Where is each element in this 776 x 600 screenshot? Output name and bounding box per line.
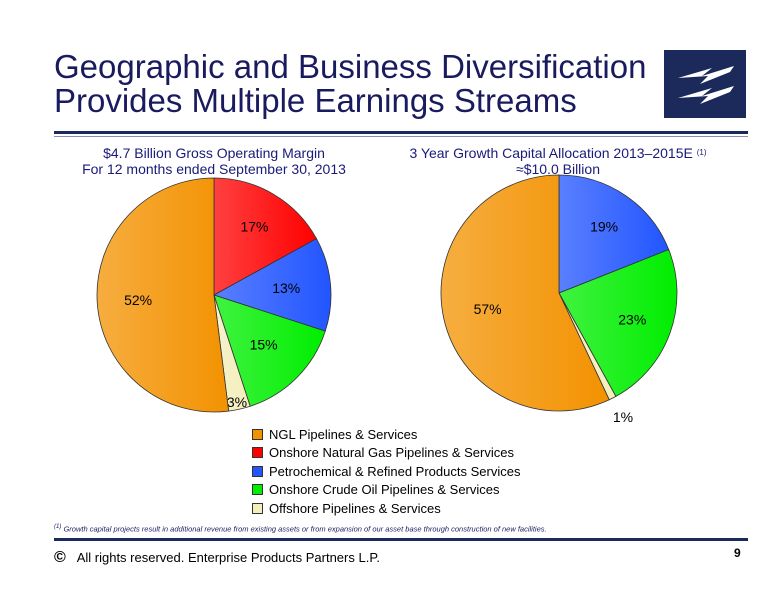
legend-item-petrochemical: Petrochemical & Refined Products Service… (252, 462, 520, 481)
legend-swatch (252, 502, 263, 514)
legend-swatch (252, 428, 263, 440)
left-chart-title-line-2: For 12 months ended September 30, 2013 (82, 161, 346, 177)
pie-slice-onshore-natural-gas-pipelines-services (213, 177, 318, 296)
legend-label: Petrochemical & Refined Products Service… (269, 463, 521, 479)
footnote-text: Growth capital projects result in additi… (63, 524, 547, 534)
legend-item-ngl: NGL Pipelines & Services (252, 425, 520, 444)
legend-item-natural-gas: Onshore Natural Gas Pipelines & Services (252, 444, 520, 463)
pie-slice-petrochemical-refined-products-services (558, 174, 670, 294)
pie-data-label: 15% (250, 337, 278, 353)
pie-slice-onshore-crude-oil-pipelines-services (558, 249, 678, 397)
pie-data-label: 23% (618, 311, 646, 327)
pie-slice-ngl-pipelines-services (440, 174, 610, 412)
pie-slice-petrochemical-refined-products-services (212, 238, 332, 332)
legend-label: NGL Pipelines & Services (269, 426, 418, 442)
slide-title: Geographic and Business Diversification … (54, 50, 654, 118)
company-logo (664, 50, 746, 118)
title-rule-thin (54, 136, 748, 137)
right-chart-title-line-2: ≈$10.0 Billion (516, 161, 600, 177)
footer-rule (54, 538, 748, 541)
right-chart-title: 3 Year Growth Capital Allocation 2013–20… (392, 145, 724, 177)
footer: © All rights reserved. Enterprise Produc… (54, 549, 380, 567)
title-line-2: Provides Multiple Earnings Streams (54, 82, 577, 119)
pie-slice-ngl-pipelines-services (96, 177, 230, 413)
title-rule (54, 131, 748, 134)
pie-data-label: 17% (240, 219, 268, 235)
right-chart-title-footnote-mark: (1) (696, 148, 707, 157)
legend-label: Onshore Natural Gas Pipelines & Services (269, 445, 514, 461)
pie-data-label: 19% (590, 219, 618, 235)
legend-swatch (252, 447, 263, 459)
title-line-1: Geographic and Business Diversification (54, 48, 647, 85)
legend-item-crude-oil: Onshore Crude Oil Pipelines & Services (252, 481, 520, 500)
pie-data-label: 3% (227, 394, 247, 410)
lightning-logo-icon (678, 66, 734, 104)
legend-label: Offshore Pipelines & Services (269, 500, 441, 516)
legend-label: Onshore Crude Oil Pipelines & Services (269, 482, 500, 498)
right-chart-title-line-1: 3 Year Growth Capital Allocation 2013–20… (409, 145, 707, 161)
footer-text: All rights reserved. Enterprise Products… (76, 550, 380, 565)
left-chart-title-line-1: $4.7 Billion Gross Operating Margin (103, 145, 325, 161)
left-chart-title: $4.7 Billion Gross Operating Margin For … (60, 145, 368, 177)
copyright-icon: © (54, 549, 66, 566)
pie-slice-onshore-crude-oil-pipelines-services (213, 294, 326, 407)
page-number: 9 (734, 546, 741, 560)
legend-swatch (252, 484, 263, 496)
pie-data-label: 57% (474, 301, 502, 317)
pie-data-label: 52% (124, 292, 152, 308)
footnote-mark: (1) (54, 524, 62, 530)
legend: NGL Pipelines & Services Onshore Natural… (252, 425, 520, 518)
pie-data-label: 13% (272, 280, 300, 296)
legend-swatch (252, 465, 263, 477)
footnote: (1) Growth capital projects result in ad… (54, 524, 547, 534)
pie-data-label: 1% (613, 409, 633, 425)
legend-item-offshore: Offshore Pipelines & Services (252, 499, 520, 518)
